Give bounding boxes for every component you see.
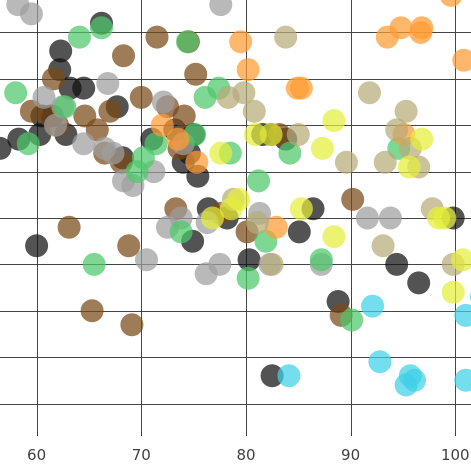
scatter-point-green <box>16 132 40 156</box>
scatter-point-cyan <box>454 368 471 392</box>
scatter-point-gray <box>378 206 402 230</box>
scatter-point-brown <box>129 85 153 109</box>
scatter-point-black <box>260 364 284 388</box>
scatter-point-khaki <box>260 252 284 276</box>
scatter-point-yellow <box>441 280 465 304</box>
scatter-point-green <box>169 220 193 244</box>
scatter-point-yellow <box>227 187 251 211</box>
scatter-point-khaki <box>286 123 310 146</box>
scatter-point-yellow <box>310 136 334 160</box>
scatter-point-black <box>237 248 261 272</box>
scatter-point-khaki <box>358 81 381 105</box>
scatter-point-khaki <box>334 150 358 174</box>
scatter-point-cyan <box>403 368 426 392</box>
scatter-point-khaki <box>394 99 418 123</box>
x-tick-labels: 60 70 80 90 100 <box>27 446 470 464</box>
scatter-point-gray <box>32 85 56 109</box>
scatter-point-orange <box>452 48 471 72</box>
scatter-point-orange <box>185 150 209 174</box>
scatter-point-khaki <box>371 234 395 258</box>
scatter-point-brown <box>57 215 81 239</box>
scatter-point-gray <box>151 90 175 114</box>
x-tick-label: 60 <box>27 446 46 464</box>
scatter-point-black <box>72 76 96 100</box>
scatter-point-yellow <box>410 127 434 151</box>
scatter-point-cyan <box>368 350 392 374</box>
scatter-point-gray <box>355 206 379 230</box>
scatter-point-orange <box>150 113 174 137</box>
scatter-point-green <box>340 308 364 332</box>
scatter-point-gray <box>72 132 96 156</box>
data-points <box>0 0 471 397</box>
scatter-point-khaki <box>373 150 397 174</box>
scatter-point-cyan <box>361 294 385 318</box>
scatter-point-brown <box>112 44 135 68</box>
scatter-point-yellow <box>397 155 421 179</box>
x-tick-label: 100 <box>441 446 470 464</box>
scatter-point-gray <box>96 72 120 95</box>
scatter-point-yellow <box>433 206 457 230</box>
scatter-point-green <box>4 81 28 105</box>
scatter-point-yellow <box>451 248 471 272</box>
scatter-point-brown <box>145 25 169 49</box>
x-tick-label: 80 <box>236 446 255 464</box>
scatter-point-gray <box>44 113 67 137</box>
scatter-point-orange <box>229 30 253 54</box>
scatter-point-orange <box>236 58 260 82</box>
scatter-point-green <box>247 169 270 193</box>
scatter-point-yellow <box>201 206 224 230</box>
scatter-point-orange <box>264 215 288 239</box>
scatter-point-yellow <box>289 197 313 221</box>
scatter-point-green <box>278 141 302 165</box>
scatter-point-brown <box>80 299 104 323</box>
scatter-point-yellow <box>259 123 283 146</box>
scatter-point-orange <box>389 16 413 40</box>
scatter-point-black <box>385 252 409 276</box>
scatter-point-orange <box>289 76 313 100</box>
scatter-point-green <box>68 25 91 49</box>
scatter-point-khaki <box>232 81 256 105</box>
scatter-point-green <box>90 16 113 40</box>
scatter-point-gray <box>135 248 158 272</box>
scatter-point-yellow <box>209 141 233 165</box>
scatter-point-khaki <box>274 25 298 49</box>
scatter-point-brown <box>120 313 144 337</box>
scatter-point-cyan <box>454 303 471 327</box>
scatter-point-green <box>175 30 199 54</box>
scatter-point-khaki <box>242 99 266 123</box>
scatter-point-green <box>131 146 155 170</box>
scatter-point-brown <box>184 62 208 86</box>
scatter-point-brown <box>41 67 65 91</box>
scatter-point-black <box>407 271 431 295</box>
scatter-point-orange <box>166 127 190 151</box>
scatter-point-black <box>287 220 311 244</box>
scatter-point-yellow <box>322 225 346 249</box>
scatter-point-gray <box>19 2 43 26</box>
scatter-point-black <box>25 234 49 258</box>
scatter-point-green <box>236 266 260 290</box>
scatter-point-gray <box>101 141 125 165</box>
scatter-point-gray <box>194 262 218 286</box>
scatter-point-green <box>53 95 77 119</box>
scatter-point-brown <box>172 104 196 128</box>
scatter-point-green <box>82 252 106 276</box>
scatter-point-black <box>49 39 73 63</box>
scatter-point-khaki <box>246 211 269 235</box>
x-tick-label: 70 <box>132 446 151 464</box>
scatter-point-brown <box>117 234 141 258</box>
scatter-point-cyan <box>277 364 301 388</box>
scatter-point-yellow <box>322 109 346 133</box>
scatter-point-gray <box>209 0 233 17</box>
scatter-point-khaki <box>385 118 409 142</box>
x-tick-label: 90 <box>341 446 360 464</box>
scatter-point-brown <box>341 187 365 211</box>
scatter-point-brown <box>98 99 122 123</box>
scatter-point-orange <box>440 0 462 7</box>
scatter-point-orange <box>410 16 434 40</box>
scatter-point-green <box>309 248 333 272</box>
